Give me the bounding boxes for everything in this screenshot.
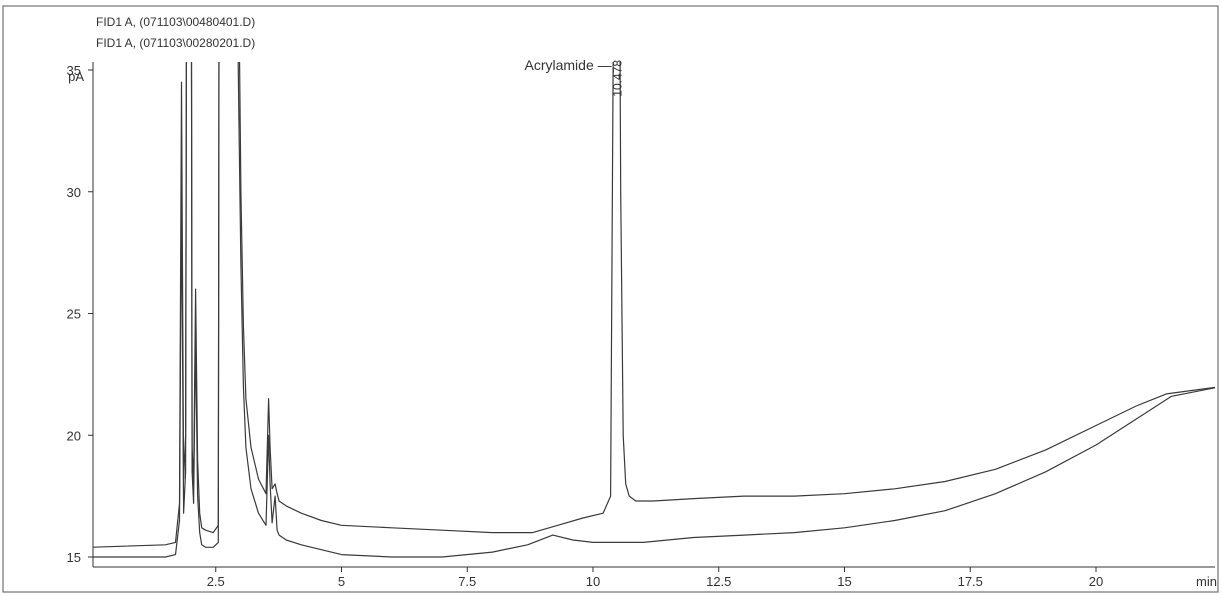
y-tick-label: 30	[67, 185, 81, 200]
peak-retention-time-label: 10.478	[611, 60, 625, 97]
x-axis-unit: min	[1196, 574, 1217, 589]
x-tick-label: 12.5	[706, 574, 731, 589]
acrylamide-annotation: Acrylamide —	[524, 57, 611, 73]
legend-entry-2: FID1 A, (071103\00280201.D)	[96, 36, 255, 50]
x-tick-label: 2.5	[207, 574, 225, 589]
x-tick-label: 10	[586, 574, 600, 589]
x-tick-label: 5	[338, 574, 345, 589]
y-tick-label: 15	[67, 550, 81, 565]
x-tick-label: 17.5	[958, 574, 983, 589]
legend-entry-1: FID1 A, (071103\00480401.D)	[96, 15, 255, 29]
x-tick-label: 20	[1089, 574, 1103, 589]
x-tick-label: 15	[837, 574, 851, 589]
y-tick-label: 20	[67, 428, 81, 443]
y-tick-label: 35	[67, 63, 81, 78]
y-tick-label: 25	[67, 307, 81, 322]
x-tick-label: 7.5	[458, 574, 476, 589]
